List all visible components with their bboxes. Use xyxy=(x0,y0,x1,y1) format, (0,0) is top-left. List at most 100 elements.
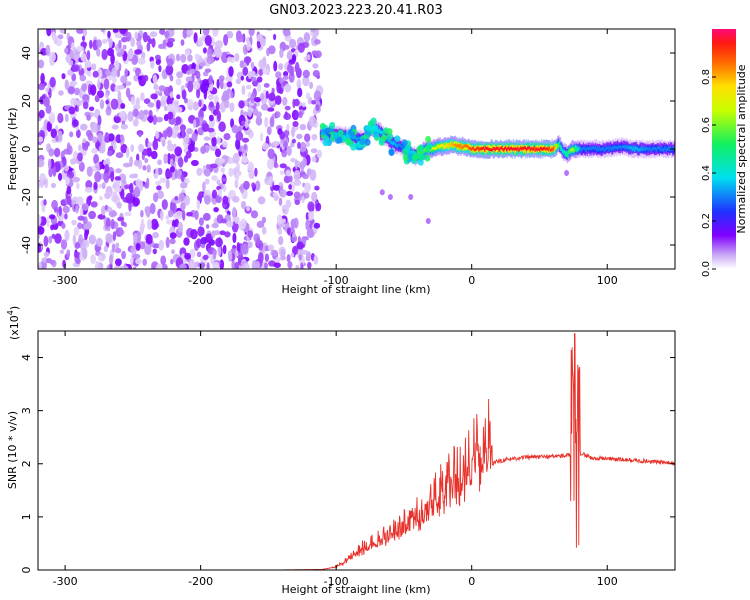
ridge-segment xyxy=(521,147,523,151)
noise-blob xyxy=(211,175,218,182)
noise-blob xyxy=(50,128,57,139)
ridge-blob xyxy=(425,135,432,143)
colorbar-tick-label: 0.6 xyxy=(701,117,712,133)
noise-blob xyxy=(260,132,264,142)
noise-blob xyxy=(197,226,204,237)
ridge-segment xyxy=(568,150,570,154)
ridge-segment xyxy=(319,131,322,135)
noise-blob xyxy=(69,158,77,165)
ridge-segment xyxy=(329,131,331,138)
noise-blob xyxy=(185,150,192,159)
noise-blob xyxy=(169,91,174,99)
ridge-segment xyxy=(649,147,651,154)
noise-blob xyxy=(286,145,292,156)
noise-blob xyxy=(76,29,85,34)
noise-blob xyxy=(64,165,69,172)
ridge-segment xyxy=(613,146,615,150)
noise-blob xyxy=(127,111,134,122)
noise-blob xyxy=(211,189,218,199)
noise-blob xyxy=(71,200,77,205)
noise-blob xyxy=(132,266,137,269)
noise-blob xyxy=(265,135,270,146)
noise-blob xyxy=(315,104,320,112)
noise-blob xyxy=(267,148,275,160)
noise-blob xyxy=(173,143,177,149)
noise-blob xyxy=(187,80,194,93)
ridge-segment xyxy=(438,145,440,149)
ridge-segment xyxy=(555,143,557,150)
noise-blob xyxy=(114,265,122,269)
noise-blob xyxy=(211,136,217,147)
ridge-blob xyxy=(350,143,357,151)
noise-blob xyxy=(112,231,117,241)
noise-blob xyxy=(85,180,93,190)
noise-blob xyxy=(175,53,181,62)
noise-blob xyxy=(110,211,118,217)
noise-blob xyxy=(49,51,56,63)
noise-blob xyxy=(219,230,226,236)
ridge-spur xyxy=(379,189,385,196)
ridge-segment xyxy=(553,146,555,150)
ridge-segment xyxy=(545,147,548,151)
ridge-segment xyxy=(499,147,501,151)
noise-blob xyxy=(68,59,74,66)
noise-blob xyxy=(204,178,210,185)
noise-blob xyxy=(256,237,261,247)
noise-blob xyxy=(187,143,195,153)
noise-blob xyxy=(296,241,304,250)
ridge-segment xyxy=(660,146,662,150)
ridge-segment xyxy=(392,142,394,146)
ridge-segment xyxy=(574,148,576,152)
ridge-segment xyxy=(560,148,563,152)
x-tick-label: 0 xyxy=(468,575,475,588)
noise-blob xyxy=(82,138,87,144)
ridge-segment xyxy=(603,148,605,152)
ridge-segment xyxy=(525,148,528,152)
noise-blob xyxy=(293,217,299,229)
noise-blob xyxy=(195,70,201,80)
noise-blob xyxy=(263,83,270,88)
noise-blob xyxy=(134,49,143,55)
noise-blob xyxy=(96,39,102,48)
noise-blob xyxy=(104,204,109,211)
noise-blob xyxy=(159,99,167,107)
ridge-segment xyxy=(377,127,380,134)
noise-blob xyxy=(146,218,152,231)
noise-blob xyxy=(72,176,81,183)
noise-blob xyxy=(261,226,267,235)
ridge-segment xyxy=(529,148,531,152)
noise-blob xyxy=(310,29,317,33)
noise-blob xyxy=(187,261,195,269)
noise-blob xyxy=(149,203,156,215)
noise-blob xyxy=(257,252,264,264)
noise-blob xyxy=(244,120,249,129)
noise-blob xyxy=(109,254,114,265)
ridge-segment xyxy=(642,147,644,151)
ridge-segment xyxy=(397,143,400,150)
noise-blob xyxy=(230,91,234,99)
ridge-blob xyxy=(373,131,379,139)
ridge-blob xyxy=(404,144,411,152)
ridge-segment xyxy=(654,147,657,150)
noise-blob xyxy=(293,98,300,107)
ridge-segment xyxy=(401,143,403,150)
noise-blob xyxy=(174,168,178,179)
noise-blob xyxy=(73,226,80,236)
ridge-segment xyxy=(596,146,599,150)
noise-blob xyxy=(111,243,116,253)
noise-blob xyxy=(215,101,220,112)
noise-blob xyxy=(223,34,229,46)
ridge-segment xyxy=(424,148,426,152)
noise-blob xyxy=(273,33,277,41)
noise-blob xyxy=(48,87,52,99)
noise-blob xyxy=(302,75,310,87)
ridge-segment xyxy=(586,146,588,150)
noise-blob xyxy=(240,243,249,255)
noise-blob xyxy=(135,242,141,251)
noise-blob xyxy=(279,170,285,176)
noise-blob xyxy=(176,94,181,100)
noise-blob xyxy=(119,227,124,236)
ridge-blob xyxy=(364,138,371,146)
snr-x-label: Height of straight line (km) xyxy=(281,583,430,596)
noise-blob xyxy=(78,144,82,152)
